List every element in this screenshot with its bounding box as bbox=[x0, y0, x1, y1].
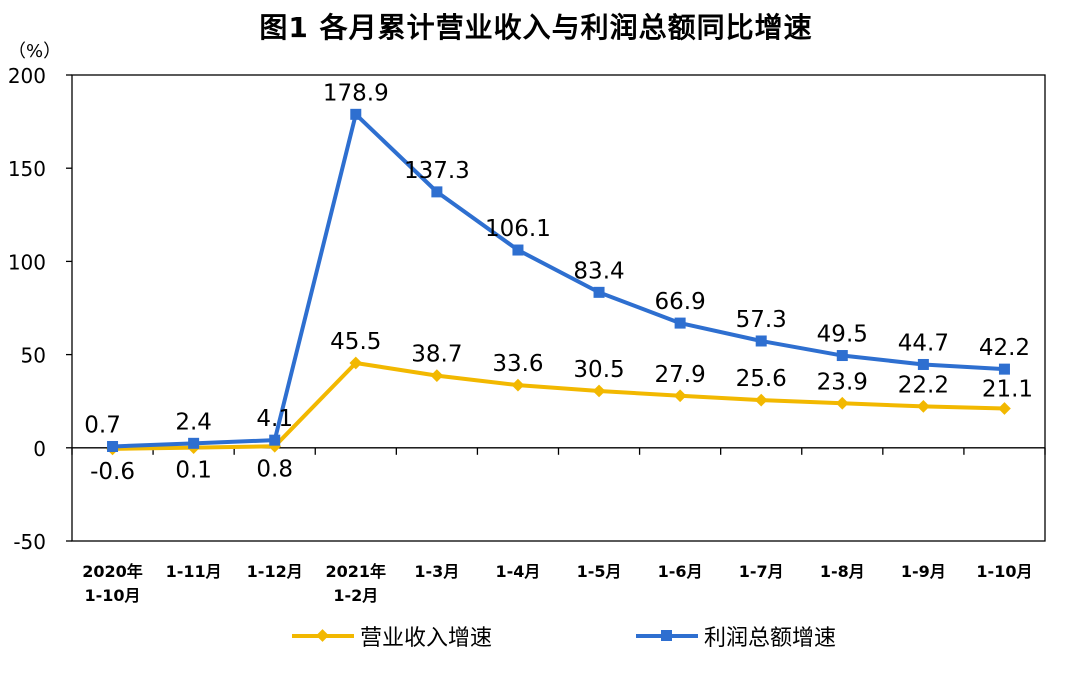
data-label-profit: 0.7 bbox=[84, 412, 121, 438]
data-label-revenue: 21.1 bbox=[982, 376, 1033, 402]
legend-item-profit: 利润总额增速 bbox=[636, 618, 836, 654]
data-point-profit bbox=[188, 437, 200, 449]
x-tick-label: 2021年 bbox=[326, 562, 387, 581]
y-tick-label: 100 bbox=[8, 250, 46, 274]
data-point-profit bbox=[350, 108, 362, 120]
data-point-profit bbox=[431, 186, 443, 198]
data-label-profit: 57.3 bbox=[736, 307, 787, 333]
plot-frame bbox=[71, 74, 1046, 542]
page-title: 图1 各月累计营业收入与利润总额同比增速 bbox=[259, 11, 813, 44]
legend-swatch-profit bbox=[636, 630, 698, 641]
data-label-profit: 2.4 bbox=[175, 409, 212, 435]
x-tick-label: 1-10月 bbox=[85, 586, 141, 605]
legend-swatch-revenue bbox=[292, 629, 354, 642]
data-point-profit bbox=[269, 434, 281, 446]
data-point-profit bbox=[917, 358, 929, 370]
x-tick-label: 1-12月 bbox=[247, 562, 303, 581]
data-point-profit bbox=[674, 317, 686, 329]
x-tick-label: 1-4月 bbox=[495, 562, 540, 581]
y-tick-label: -50 bbox=[13, 530, 46, 554]
data-point-profit bbox=[593, 286, 605, 298]
data-label-profit: 106.1 bbox=[485, 216, 551, 242]
x-tick-label: 1-10月 bbox=[976, 562, 1032, 581]
data-point-revenue bbox=[998, 402, 1011, 415]
data-point-revenue bbox=[511, 378, 525, 392]
data-label-revenue: 38.7 bbox=[411, 342, 462, 368]
data-label-revenue: 30.5 bbox=[573, 357, 624, 383]
data-point-profit bbox=[512, 244, 524, 256]
data-point-profit bbox=[998, 363, 1010, 375]
legend-label-profit: 利润总额增速 bbox=[704, 626, 837, 651]
x-tick-label: 1-11月 bbox=[166, 562, 222, 581]
data-label-revenue: 22.2 bbox=[898, 372, 949, 398]
data-point-profit bbox=[107, 440, 119, 452]
x-tick-label: 1-6月 bbox=[658, 562, 703, 581]
x-tick-label: 1-9月 bbox=[901, 562, 946, 581]
data-label-revenue: 45.5 bbox=[330, 329, 381, 355]
y-tick-label: 50 bbox=[21, 344, 46, 368]
series-line-1 bbox=[112, 112, 1005, 449]
data-label-profit: 49.5 bbox=[817, 322, 868, 348]
data-point-revenue bbox=[592, 384, 606, 398]
data-point-revenue bbox=[754, 393, 768, 407]
data-point-profit bbox=[836, 350, 848, 362]
y-axis-label: （%） bbox=[8, 41, 61, 62]
x-tick-label: 2020年 bbox=[82, 562, 143, 581]
data-point-revenue bbox=[673, 389, 687, 403]
x-tick-label: 1-3月 bbox=[414, 562, 459, 581]
y-tick-label: 200 bbox=[8, 64, 46, 88]
data-label-profit: 42.2 bbox=[979, 335, 1030, 361]
x-tick-label: 1-8月 bbox=[820, 562, 865, 581]
legend-label-revenue: 营业收入增速 bbox=[360, 626, 493, 651]
series-line-0 bbox=[112, 360, 1005, 451]
data-label-profit: 66.9 bbox=[655, 289, 706, 315]
data-label-revenue: 0.1 bbox=[175, 458, 212, 484]
data-label-profit: 178.9 bbox=[323, 80, 389, 106]
square-icon bbox=[661, 630, 672, 641]
data-label-revenue: 27.9 bbox=[655, 362, 706, 388]
x-tick-label: 1-7月 bbox=[739, 562, 784, 581]
data-label-profit: 44.7 bbox=[898, 330, 949, 356]
data-point-revenue bbox=[430, 369, 444, 383]
data-label-revenue: 23.9 bbox=[817, 369, 868, 395]
data-label-profit: 4.1 bbox=[256, 406, 293, 432]
x-tick-label: 1-5月 bbox=[577, 562, 622, 581]
legend-item-revenue: 营业收入增速 bbox=[292, 618, 492, 654]
x-tick-label: 1-2月 bbox=[333, 586, 378, 605]
y-tick-label: 0 bbox=[33, 437, 46, 461]
data-point-revenue bbox=[835, 396, 849, 410]
data-label-revenue: 0.8 bbox=[256, 456, 293, 482]
data-label-revenue: 33.6 bbox=[492, 351, 543, 377]
data-label-revenue: -0.6 bbox=[90, 459, 135, 485]
data-point-revenue bbox=[917, 400, 930, 413]
y-tick-label: 150 bbox=[8, 157, 46, 181]
diamond-icon bbox=[316, 629, 329, 642]
data-point-profit bbox=[755, 335, 767, 347]
data-label-profit: 83.4 bbox=[573, 258, 624, 284]
data-point-revenue bbox=[349, 356, 363, 370]
data-label-profit: 137.3 bbox=[404, 158, 470, 184]
data-label-revenue: 25.6 bbox=[736, 366, 787, 392]
